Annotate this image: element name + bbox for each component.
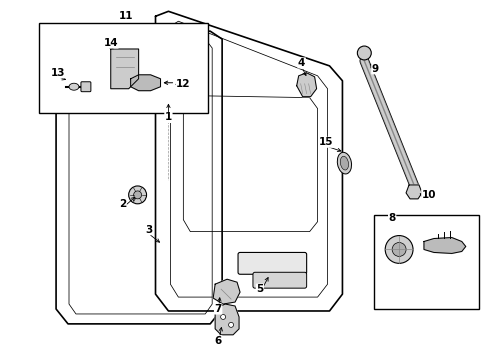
- Bar: [374, 215, 479, 309]
- Circle shape: [385, 235, 413, 264]
- Ellipse shape: [337, 152, 351, 174]
- Polygon shape: [297, 73, 317, 96]
- Circle shape: [229, 323, 234, 327]
- Text: 6: 6: [215, 336, 222, 346]
- Text: 14: 14: [103, 38, 118, 48]
- Circle shape: [129, 186, 147, 204]
- FancyBboxPatch shape: [253, 272, 307, 288]
- Circle shape: [357, 46, 371, 60]
- FancyBboxPatch shape: [81, 82, 91, 92]
- Text: 2: 2: [119, 199, 126, 209]
- Text: 3: 3: [145, 225, 152, 235]
- FancyBboxPatch shape: [238, 252, 307, 274]
- Text: 10: 10: [422, 190, 436, 200]
- Ellipse shape: [341, 156, 348, 170]
- Polygon shape: [213, 279, 240, 304]
- Circle shape: [220, 314, 225, 319]
- Polygon shape: [111, 49, 139, 89]
- Circle shape: [134, 191, 142, 199]
- Ellipse shape: [69, 83, 79, 90]
- Text: 11: 11: [119, 11, 133, 21]
- Text: 9: 9: [372, 64, 379, 74]
- Text: 7: 7: [215, 304, 222, 314]
- Text: 5: 5: [256, 284, 264, 294]
- Text: 12: 12: [176, 79, 191, 89]
- Text: 1: 1: [165, 112, 172, 122]
- Text: 4: 4: [298, 58, 305, 68]
- Circle shape: [392, 243, 406, 256]
- Polygon shape: [406, 185, 422, 199]
- Text: 13: 13: [51, 68, 65, 78]
- Text: 15: 15: [319, 137, 334, 147]
- Polygon shape: [215, 304, 239, 335]
- Text: 8: 8: [389, 213, 396, 223]
- Bar: [39, 23, 208, 113]
- Polygon shape: [424, 238, 466, 253]
- Polygon shape: [131, 75, 161, 91]
